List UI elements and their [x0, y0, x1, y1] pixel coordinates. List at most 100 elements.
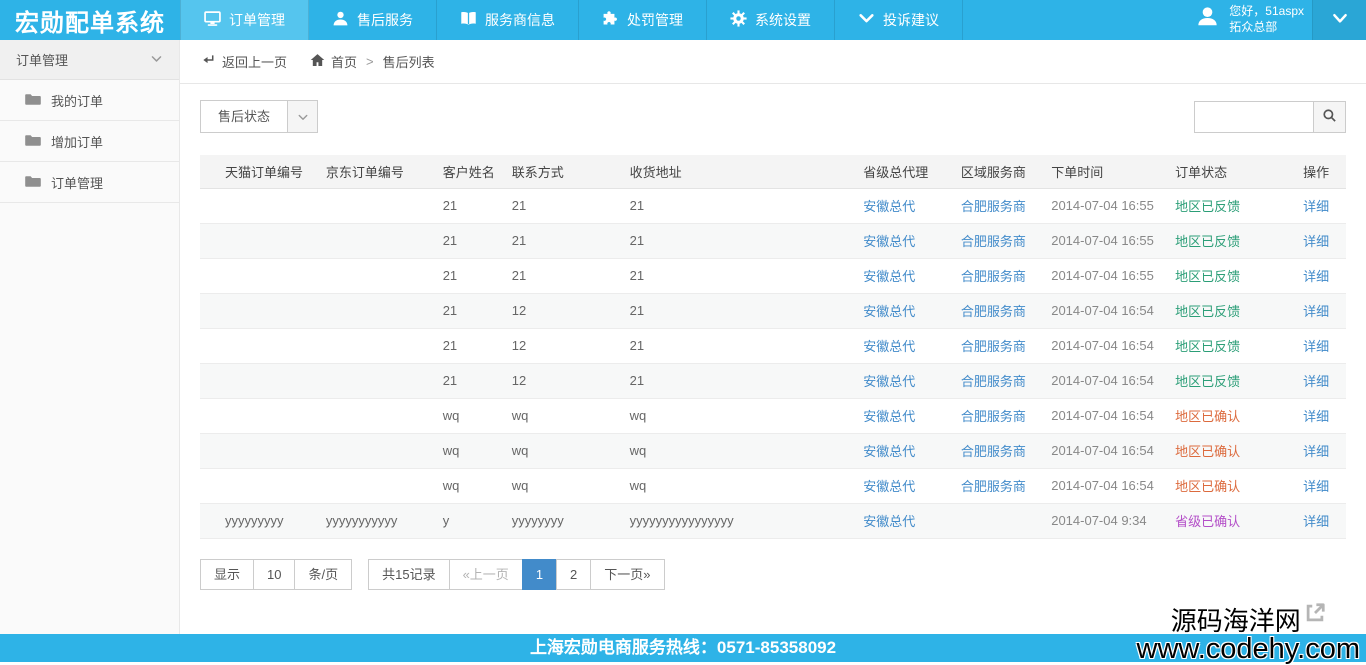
provincial-agent-link[interactable]: 安徽总代 — [863, 304, 916, 319]
provincial-agent-link[interactable]: 安徽总代 — [863, 409, 916, 424]
detail-link[interactable]: 详细 — [1303, 409, 1330, 424]
search-box — [1194, 100, 1346, 133]
cell-order-status: 地区已确认 — [1169, 398, 1298, 434]
cell-address: wq — [623, 433, 858, 469]
home-link[interactable]: 首页 — [310, 52, 357, 71]
cell-action: 详细 — [1297, 188, 1346, 224]
cell-contact: 21 — [505, 223, 624, 259]
search-input[interactable] — [1194, 100, 1314, 133]
page-button-1[interactable]: 1 — [521, 558, 558, 590]
detail-link[interactable]: 详细 — [1303, 234, 1330, 249]
cell-address: 21 — [623, 293, 858, 329]
nav-item-after-sales-service[interactable]: 售后服务 — [309, 0, 437, 40]
sidebar-item-add-order[interactable]: 增加订单 — [0, 121, 179, 162]
region-service-link[interactable]: 合肥服务商 — [960, 374, 1026, 389]
region-service-link[interactable]: 合肥服务商 — [960, 304, 1026, 319]
page-body: 订单管理 我的订单 增加订单 订单管理 返回上一页 首页 > 售后 — [0, 40, 1366, 634]
detail-link[interactable]: 详细 — [1303, 514, 1330, 529]
cell-tmall-order-no — [200, 258, 320, 294]
order-status-text: 地区已确认 — [1175, 409, 1241, 424]
nav-item-provider-info[interactable]: 服务商信息 — [437, 0, 579, 40]
provincial-agent-link[interactable]: 安徽总代 — [863, 199, 916, 214]
sidebar: 订单管理 我的订单 增加订单 订单管理 — [0, 40, 180, 634]
cell-provincial-agent: 安徽总代 — [857, 363, 955, 399]
nav-item-order-management[interactable]: 订单管理 — [180, 0, 309, 40]
nav-item-system-settings[interactable]: 系统设置 — [707, 0, 835, 40]
after-sales-status-filter[interactable]: 售后状态 — [200, 100, 319, 133]
region-service-link[interactable]: 合肥服务商 — [960, 339, 1026, 354]
provincial-agent-link[interactable]: 安徽总代 — [863, 444, 916, 459]
avatar-icon — [1194, 4, 1221, 36]
table-row: wq wq wq 安徽总代 合肥服务商 2014-07-04 16:54 地区已确认 详细 — [200, 468, 1346, 504]
detail-link[interactable]: 详细 — [1303, 444, 1330, 459]
cell-order-status: 地区已反馈 — [1169, 188, 1298, 224]
region-service-link[interactable]: 合肥服务商 — [960, 444, 1026, 459]
sidebar-section-label: 订单管理 — [16, 53, 69, 68]
table-row: 21 12 21 安徽总代 合肥服务商 2014-07-04 16:54 地区已反馈 详细 — [200, 363, 1346, 399]
cell-region-service: 合肥服务商 — [954, 293, 1046, 329]
next-page-button[interactable]: 下一页» — [590, 558, 665, 590]
cell-tmall-order-no — [200, 223, 320, 259]
order-status-text: 地区已反馈 — [1175, 304, 1241, 319]
user-menu-toggle[interactable] — [1312, 0, 1366, 40]
toolbar: 售后状态 — [200, 100, 1346, 133]
pagination: 显示 10 条/页 共15记录 «上一页 1 2 下一页» — [200, 558, 1346, 590]
region-service-link[interactable]: 合肥服务商 — [960, 199, 1026, 214]
watermark-site-name: 源码海洋网 — [1170, 605, 1301, 636]
chevron-down-icon — [287, 101, 318, 132]
provincial-agent-link[interactable]: 安徽总代 — [863, 514, 916, 529]
orders-table-wrap: 天猫订单编号 京东订单编号 客户姓名 联系方式 收货地址 省级总代理 区域服务商… — [200, 155, 1346, 539]
col-address: 收货地址 — [623, 155, 858, 189]
cell-jd-order-no — [319, 398, 437, 434]
provincial-agent-link[interactable]: 安徽总代 — [863, 339, 916, 354]
nav-item-complaints-suggestions[interactable]: 投诉建议 — [835, 0, 963, 40]
page-button-2[interactable]: 2 — [556, 558, 592, 590]
cell-order-status: 地区已确认 — [1169, 433, 1298, 469]
provincial-agent-link[interactable]: 安徽总代 — [863, 479, 916, 494]
table-header-row: 天猫订单编号 京东订单编号 客户姓名 联系方式 收货地址 省级总代理 区域服务商… — [200, 155, 1346, 189]
detail-link[interactable]: 详细 — [1303, 304, 1330, 319]
pager-group: 共15记录 «上一页 1 2 下一页» — [368, 558, 665, 590]
cell-region-service: 合肥服务商 — [954, 223, 1046, 259]
cell-contact: 21 — [505, 258, 624, 294]
detail-link[interactable]: 详细 — [1303, 199, 1330, 214]
order-status-text: 地区已确认 — [1175, 479, 1241, 494]
nav-item-label: 系统设置 — [755, 12, 811, 28]
back-link[interactable]: 返回上一页 — [201, 52, 287, 71]
cell-order-status: 地区已反馈 — [1169, 223, 1298, 259]
cell-contact: yyyyyyyy — [505, 503, 624, 539]
col-tmall-order-no: 天猫订单编号 — [200, 155, 320, 189]
search-button[interactable] — [1313, 100, 1346, 133]
sidebar-item-order-management[interactable]: 订单管理 — [0, 162, 179, 203]
region-service-link[interactable]: 合肥服务商 — [960, 269, 1026, 284]
breadcrumb-separator: > — [366, 54, 374, 69]
detail-link[interactable]: 详细 — [1303, 479, 1330, 494]
sidebar-section-order-management[interactable]: 订单管理 — [0, 40, 179, 80]
provincial-agent-link[interactable]: 安徽总代 — [863, 269, 916, 284]
page-size-select[interactable]: 10 — [253, 558, 296, 590]
detail-link[interactable]: 详细 — [1303, 339, 1330, 354]
provincial-agent-link[interactable]: 安徽总代 — [863, 234, 916, 249]
breadcrumb-current: 售后列表 — [382, 55, 435, 70]
cell-contact: 21 — [505, 188, 624, 224]
prev-page-button[interactable]: «上一页 — [448, 558, 523, 590]
cell-provincial-agent: 安徽总代 — [857, 398, 955, 434]
cell-order-time: 2014-07-04 16:54 — [1045, 328, 1170, 364]
cell-address: 21 — [623, 188, 858, 224]
region-service-link[interactable]: 合肥服务商 — [960, 409, 1026, 424]
detail-link[interactable]: 详细 — [1303, 269, 1330, 284]
app-logo: 宏勋配单系统 — [15, 9, 165, 37]
folder-icon — [25, 132, 41, 151]
cell-region-service: 合肥服务商 — [954, 433, 1046, 469]
cell-order-time: 2014-07-04 16:55 — [1045, 188, 1170, 224]
filter-label: 售后状态 — [218, 109, 271, 124]
region-service-link[interactable]: 合肥服务商 — [960, 479, 1026, 494]
detail-link[interactable]: 详细 — [1303, 374, 1330, 389]
provincial-agent-link[interactable]: 安徽总代 — [863, 374, 916, 389]
cell-order-status: 地区已确认 — [1169, 468, 1298, 504]
nav-item-penalty-management[interactable]: 处罚管理 — [579, 0, 707, 40]
cell-region-service: 合肥服务商 — [954, 188, 1046, 224]
sidebar-item-my-orders[interactable]: 我的订单 — [0, 80, 179, 121]
cell-customer-name: 21 — [436, 328, 506, 364]
region-service-link[interactable]: 合肥服务商 — [960, 234, 1026, 249]
